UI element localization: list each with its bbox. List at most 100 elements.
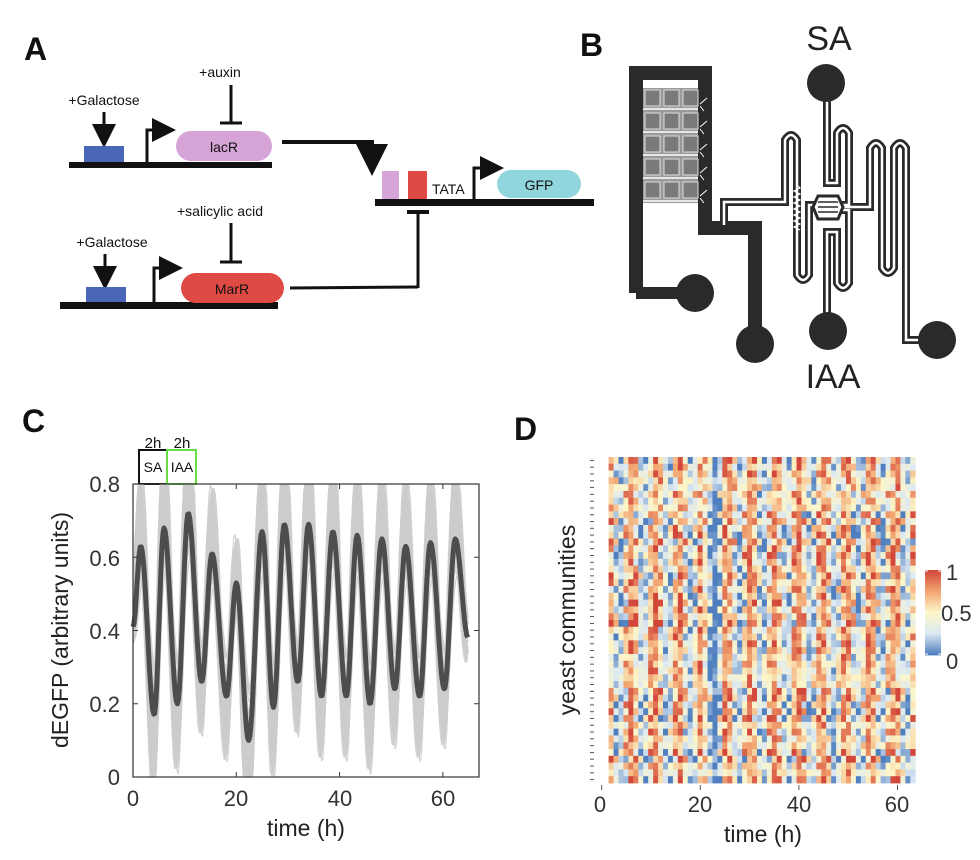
heatmap-cell [781, 742, 788, 750]
y-tick-label: 0 [108, 765, 120, 790]
heatmap-cell [766, 681, 773, 689]
heatmap-cell [712, 633, 718, 641]
heatmap-cell [786, 606, 792, 614]
heatmap-cell [628, 681, 634, 689]
heatmap-cell [796, 708, 802, 716]
heatmap-cell [613, 660, 619, 668]
heatmap-cell [633, 599, 639, 607]
heatmap-cell [806, 701, 812, 709]
heatmap-cell [638, 728, 644, 736]
heatmap-cell [618, 545, 624, 553]
heatmap-cell [643, 701, 649, 709]
heatmap-cell [781, 531, 788, 539]
heatmap-cell [677, 592, 684, 601]
heatmap-cell [781, 477, 788, 485]
heatmap-cell [850, 633, 857, 641]
heatmap-cell [831, 715, 837, 723]
colorbar-segment [925, 622, 941, 624]
heatmap-cell [653, 701, 659, 709]
heatmap-cell [781, 518, 788, 526]
heatmap-cell [643, 552, 649, 560]
heatmap-cell [766, 687, 773, 696]
heatmap-cell [791, 518, 797, 526]
heatmap-cell [806, 490, 812, 499]
heatmap-cell [692, 755, 699, 764]
heatmap-cell [727, 640, 733, 648]
heatmap-cell [890, 681, 896, 689]
heatmap-cell [781, 769, 788, 777]
heatmap-cell [747, 742, 753, 750]
heatmap-cell [836, 721, 842, 730]
heatmap-cell [850, 674, 857, 682]
heatmap-cell [890, 762, 896, 770]
heatmap-cell [850, 701, 857, 709]
colorbar-segment [925, 645, 941, 647]
heatmap-cell [633, 477, 639, 485]
heatmap-cell [895, 681, 901, 689]
heatmap-cell [865, 769, 872, 777]
heatmap-cell [821, 463, 827, 471]
heatmap-cell [717, 572, 723, 580]
heatmap-cell [667, 497, 674, 505]
heatmap-cell [653, 681, 659, 689]
heatmap-cell [702, 715, 708, 723]
heatmap-cell [781, 660, 788, 668]
heatmap-cell [697, 599, 703, 607]
heatmap-cell [742, 687, 748, 696]
heatmap-cell [771, 687, 778, 696]
heatmap-cell [776, 586, 783, 594]
heatmap-cell [776, 524, 783, 533]
heatmap-cell [781, 497, 788, 505]
heatmap-cell [712, 599, 718, 607]
heatmap-cell [732, 681, 738, 689]
heatmap-cell [776, 599, 783, 607]
colorbar-segment [925, 644, 941, 646]
heatmap-cell [717, 531, 723, 539]
heatmap-cell [771, 613, 778, 621]
heatmap-cell [865, 518, 872, 526]
heatmap-cell [697, 463, 703, 471]
heatmap-cell [667, 470, 674, 478]
heatmap-cell [702, 504, 708, 512]
heatmap-cell [846, 667, 852, 675]
y-tick-label: 0.4 [89, 619, 120, 644]
heatmap-cell [747, 755, 753, 764]
heatmap-cell [663, 497, 669, 505]
heatmap-cell [841, 721, 847, 730]
colorbar-segment [925, 618, 941, 620]
heatmap-cell [870, 715, 877, 723]
heatmap-cell [885, 633, 891, 641]
heatmap-cell [865, 667, 872, 675]
heatmap-cell [717, 545, 723, 553]
heatmap-cell [791, 586, 797, 594]
heatmap-cell [771, 667, 778, 675]
heatmap-cell [900, 572, 906, 580]
heatmap-cell [608, 531, 614, 539]
heatmap-cell [752, 620, 758, 628]
heatmap-cell [613, 755, 619, 764]
heatmap-cell [826, 463, 832, 471]
heatmap-cell [633, 545, 639, 553]
heatmap-cell [766, 769, 773, 777]
heatmap-cell [900, 599, 906, 607]
heatmap-cell [732, 579, 738, 587]
heatmap-cell [712, 769, 718, 777]
heatmap-cell [623, 687, 629, 696]
heatmap-cell [865, 749, 872, 757]
heatmap-cell [717, 586, 723, 594]
colorbar-segment [925, 629, 941, 631]
heatmap-cell [811, 755, 817, 764]
heatmap-cell [761, 470, 768, 478]
heatmap-cell [633, 749, 639, 757]
heatmap-cell [687, 762, 694, 770]
heatmap-cell [786, 694, 792, 702]
heatmap-cell [628, 586, 634, 594]
heatmap-cell [752, 552, 758, 560]
heatmap-cell [658, 728, 664, 736]
heatmap-cell [623, 572, 629, 580]
heatmap-cell [756, 497, 763, 505]
heatmap-cell [880, 721, 886, 730]
heatmap-cell [672, 558, 679, 567]
heatmap-cell [638, 579, 644, 587]
heatmap-cell [841, 457, 847, 465]
